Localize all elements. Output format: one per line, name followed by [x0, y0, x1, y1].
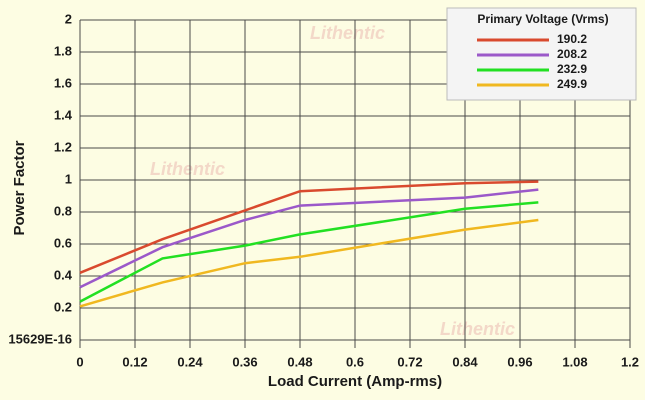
legend-label: 249.9	[557, 77, 587, 91]
legend-label: 232.9	[557, 62, 587, 76]
y-tick-label: 1.6	[54, 75, 72, 90]
x-tick-label: 1.2	[621, 354, 639, 369]
x-tick-label: 0.36	[232, 354, 257, 369]
x-tick-label: 1.08	[562, 354, 587, 369]
y-tick-label: 1	[65, 171, 72, 186]
legend-label: 190.2	[557, 32, 587, 46]
x-tick-label: 0.72	[397, 354, 422, 369]
series-line	[79, 188, 539, 289]
x-tick-label: 0.48	[287, 354, 312, 369]
legend-title: Primary Voltage (Vrms)	[477, 12, 608, 26]
y-tick-label: 0.8	[54, 203, 72, 218]
x-tick-label: 0.96	[507, 354, 532, 369]
legend-label: 208.2	[557, 47, 587, 61]
watermark: Lithentic	[310, 23, 385, 43]
series-line	[79, 201, 539, 303]
x-axis-label: Load Current (Amp-rms)	[268, 373, 442, 390]
x-tick-label: 0.84	[452, 354, 478, 369]
y-tick-label: 1.4	[54, 107, 73, 122]
x-tick-label: 0.24	[177, 354, 203, 369]
y-tick-label: 15629E-16	[8, 331, 72, 346]
y-tick-label: 0.4	[54, 267, 73, 282]
y-tick-label: 1.2	[54, 139, 72, 154]
y-tick-label: 0.6	[54, 235, 72, 250]
x-tick-label: 0.12	[122, 354, 147, 369]
series-line	[79, 180, 539, 274]
y-tick-label: 0.2	[54, 299, 72, 314]
y-tick-label: 1.8	[54, 43, 72, 58]
y-tick-label: 2	[65, 11, 72, 26]
x-tick-label: 0.6	[346, 354, 364, 369]
y-axis-label: Power Factor	[11, 140, 28, 235]
watermark: Lithentic	[440, 319, 515, 339]
watermark: Lithentic	[150, 159, 225, 179]
x-tick-label: 0	[76, 354, 83, 369]
series-line	[79, 218, 539, 308]
